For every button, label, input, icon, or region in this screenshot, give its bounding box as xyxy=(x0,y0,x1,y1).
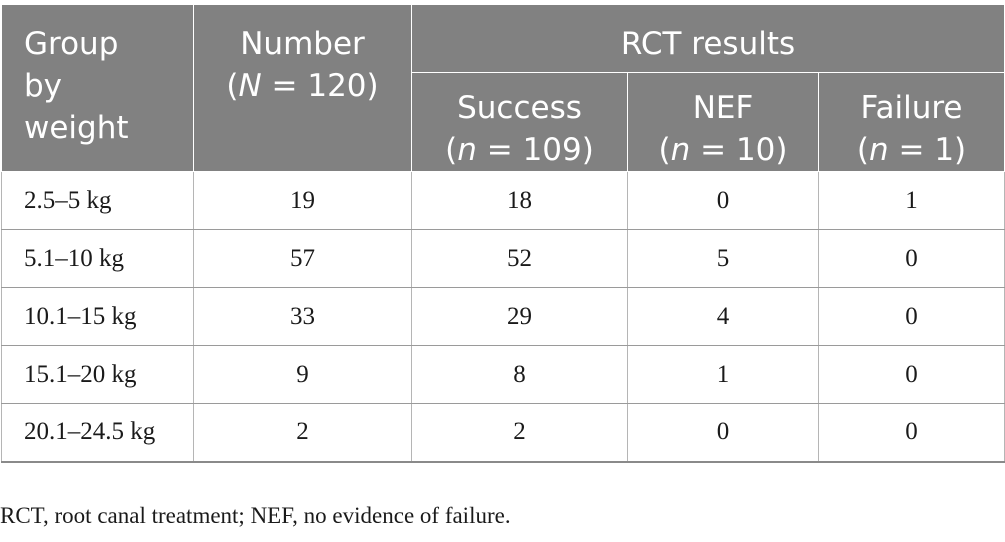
cell-failure: 0 xyxy=(817,287,1005,346)
table-row: 10.1–15 kg 33 29 4 0 xyxy=(1,287,1005,346)
cell-success: 29 xyxy=(411,287,628,346)
table-row: 20.1–24.5 kg 2 2 0 0 xyxy=(1,403,1005,463)
cell-nef: 0 xyxy=(627,171,819,230)
cell-weight: 20.1–24.5 kg xyxy=(1,403,194,463)
cell-success: 52 xyxy=(411,229,628,288)
cell-number: 57 xyxy=(193,229,412,288)
header-number: Number (N = 120) xyxy=(193,4,412,172)
table-row: 2.5–5 kg 19 18 0 1 xyxy=(1,171,1005,230)
cell-nef: 0 xyxy=(627,403,819,463)
cell-number: 2 xyxy=(193,403,412,463)
header-rct-results: RCT results xyxy=(410,4,1005,73)
cell-nef: 5 xyxy=(627,229,819,288)
results-table: Group by weight Number (N = 120) RCT res… xyxy=(1,4,1005,463)
table-header: Group by weight Number (N = 120) RCT res… xyxy=(1,4,1005,172)
cell-weight: 2.5–5 kg xyxy=(1,171,194,230)
cell-weight: 5.1–10 kg xyxy=(1,229,194,288)
cell-weight: 15.1–20 kg xyxy=(1,345,194,404)
table-footnote: RCT, root canal treatment; NEF, no evide… xyxy=(0,503,511,528)
cell-success: 2 xyxy=(411,403,628,463)
cell-failure: 1 xyxy=(817,171,1005,230)
header-row-top: Group by weight Number (N = 120) RCT res… xyxy=(1,4,1005,172)
cell-weight: 10.1–15 kg xyxy=(1,287,194,346)
cell-failure: 0 xyxy=(817,229,1005,288)
table-row: 5.1–10 kg 57 52 5 0 xyxy=(1,229,1005,288)
header-failure: Failure (n = 1) xyxy=(817,72,1005,172)
cell-nef: 4 xyxy=(627,287,819,346)
cell-failure: 0 xyxy=(817,345,1005,404)
header-nef: NEF (n = 10) xyxy=(627,72,819,172)
cell-success: 18 xyxy=(411,171,628,230)
header-group-by-weight: Group by weight xyxy=(1,4,194,172)
cell-number: 9 xyxy=(193,345,412,404)
table-body: 2.5–5 kg 19 18 0 1 5.1–10 kg 57 52 5 0 1… xyxy=(1,171,1005,463)
cell-success: 8 xyxy=(411,345,628,404)
cell-failure: 0 xyxy=(817,403,1005,463)
header-success: Success (n = 109) xyxy=(411,72,628,172)
header-row-sub: Success (n = 109) NEF (n = 10) Failure (… xyxy=(2,72,1005,172)
cell-number: 19 xyxy=(193,171,412,230)
cell-nef: 1 xyxy=(627,345,819,404)
table-row: 15.1–20 kg 9 8 1 0 xyxy=(1,345,1005,404)
cell-number: 33 xyxy=(193,287,412,346)
